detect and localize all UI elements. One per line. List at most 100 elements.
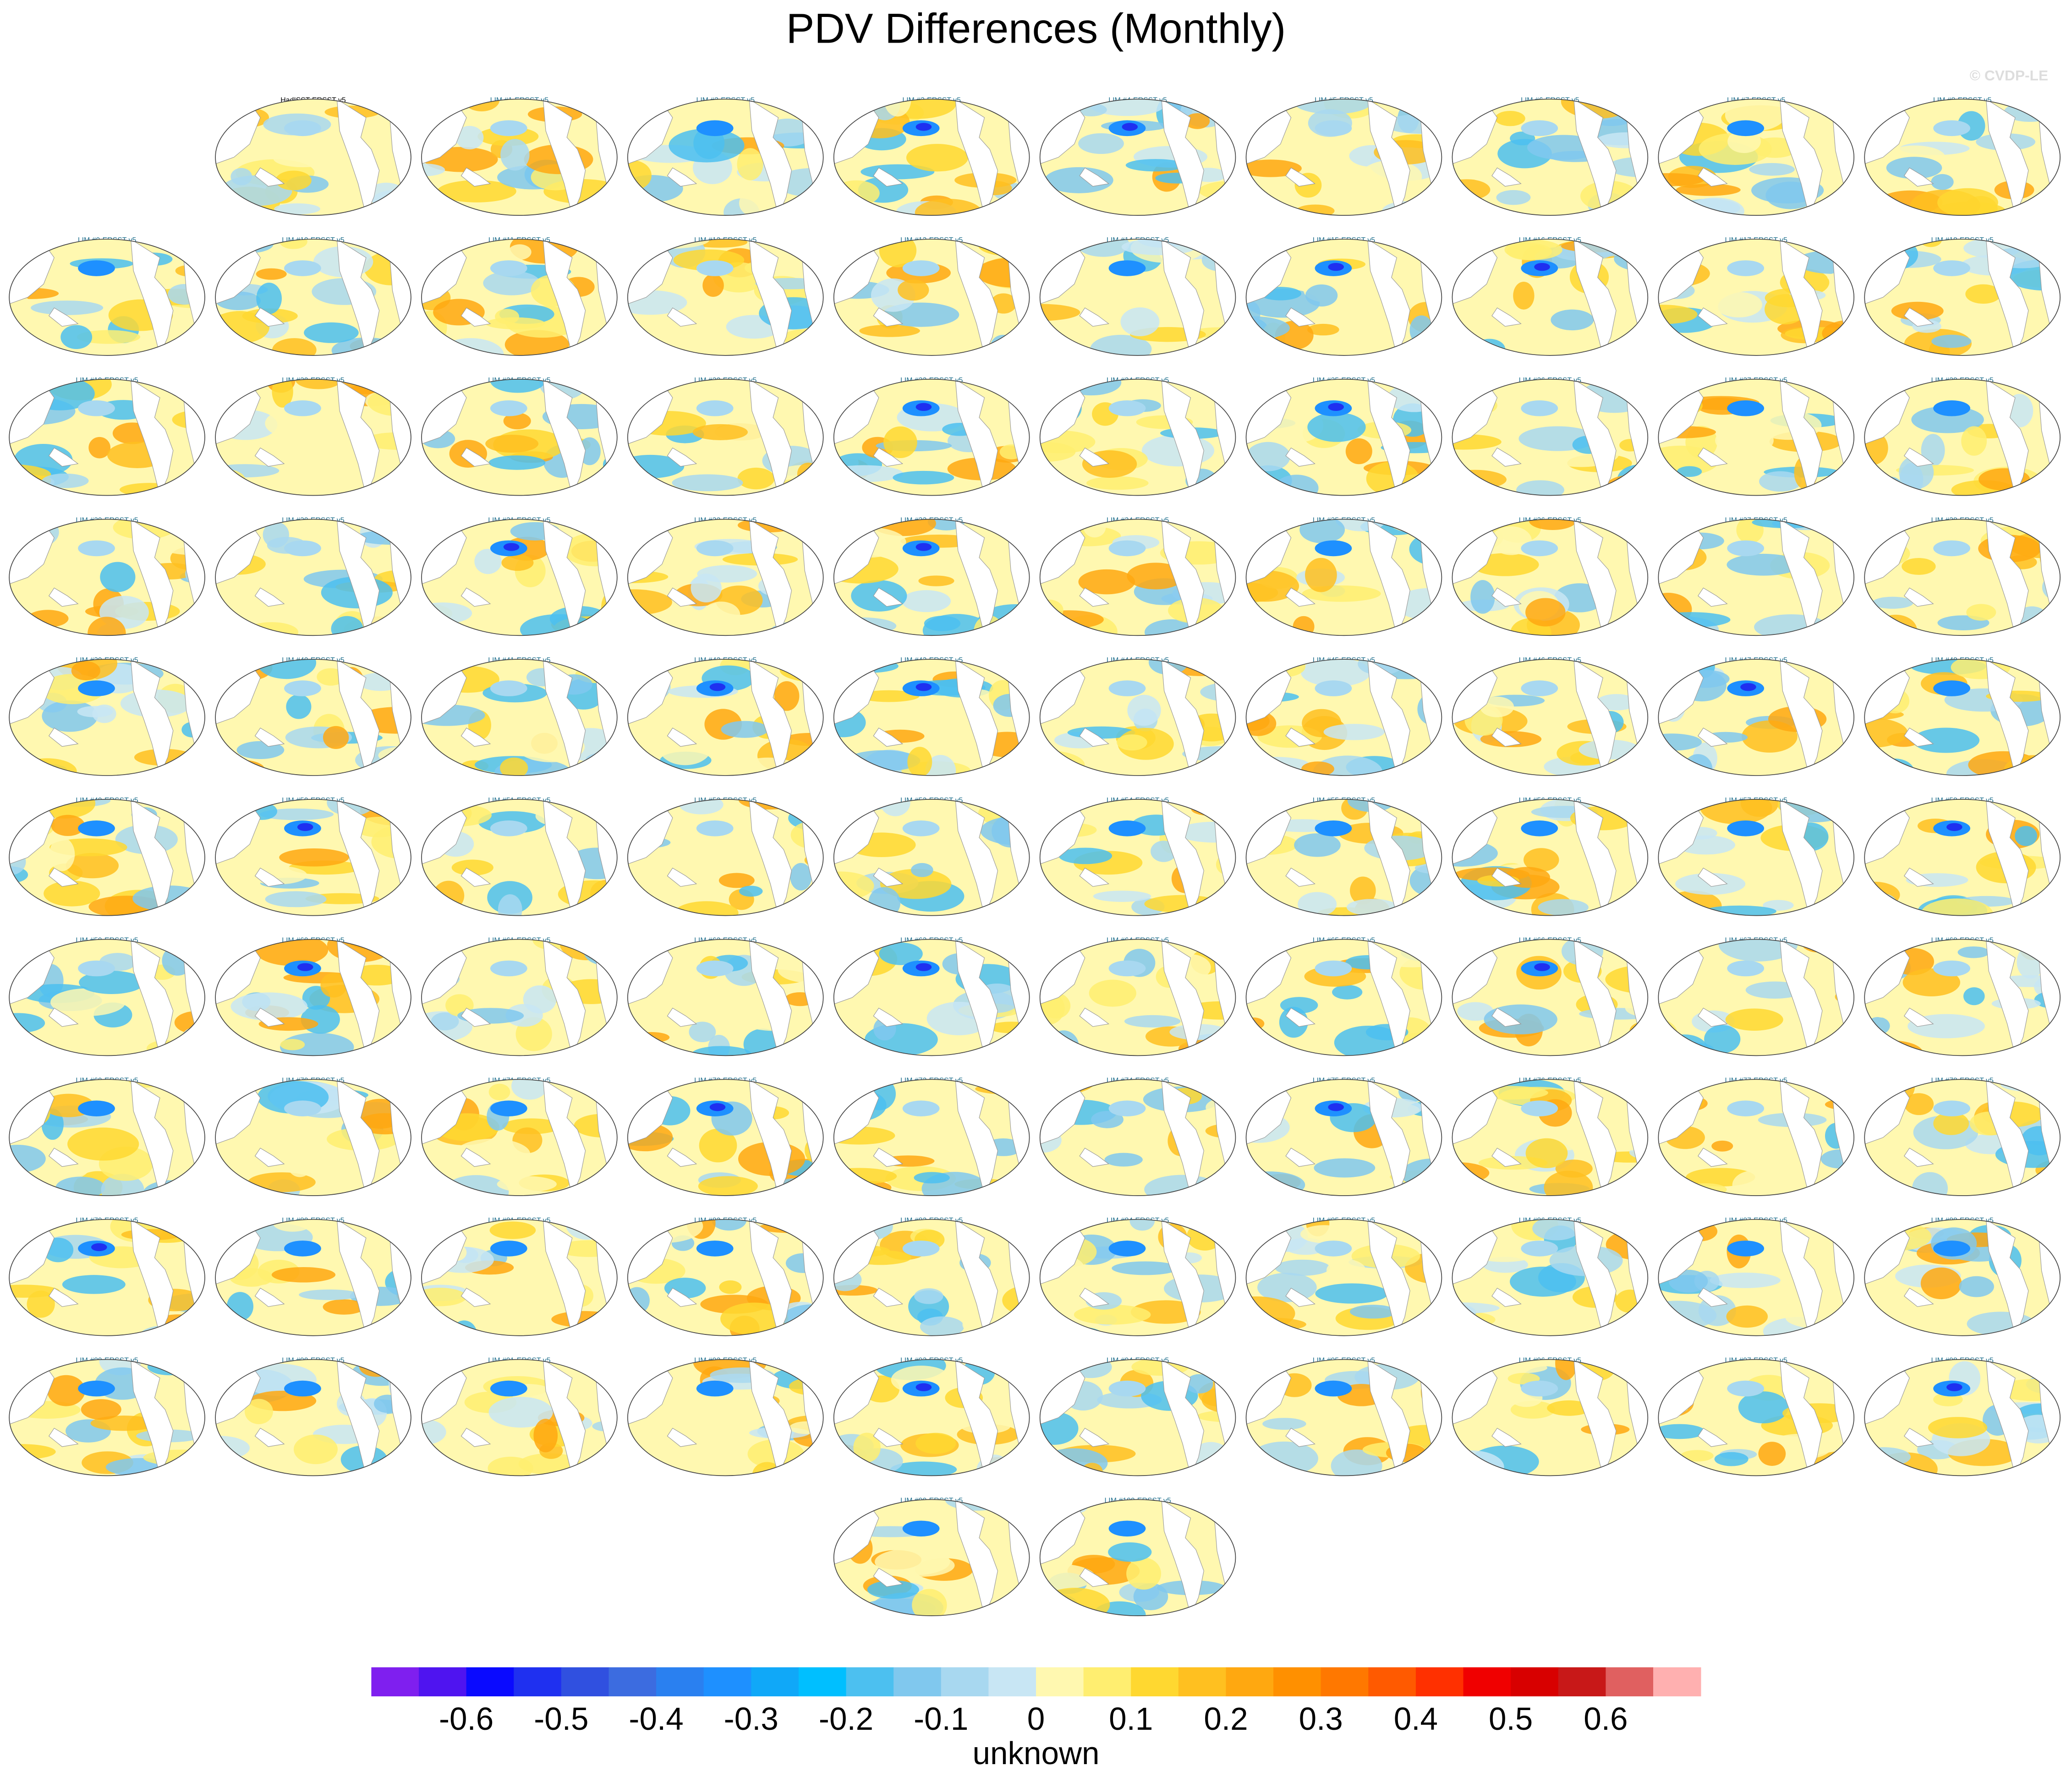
- map-outline: [1452, 1219, 1649, 1336]
- map-outline: [1864, 659, 2061, 776]
- map-outline: [1245, 378, 1442, 496]
- anomaly: [356, 530, 411, 545]
- anomaly: [696, 1380, 734, 1397]
- anomaly: [1718, 939, 1798, 962]
- anomaly: [1664, 891, 1722, 916]
- anomaly: [1108, 1241, 1146, 1257]
- colorbar-box: [988, 1667, 1036, 1697]
- continent: [130, 939, 174, 1056]
- map-outline: [627, 1079, 824, 1196]
- anomaly: [696, 540, 734, 557]
- continent: [460, 1148, 491, 1167]
- anomaly: [1658, 894, 1685, 916]
- map-outline: [215, 1359, 411, 1476]
- anomaly: [627, 1173, 668, 1195]
- anomaly: [833, 799, 865, 810]
- anomaly: [782, 1304, 823, 1332]
- anomaly: [1824, 799, 1854, 820]
- anomaly: [1937, 188, 1998, 216]
- anomaly: [551, 1311, 617, 1328]
- continent: [749, 239, 792, 355]
- anomaly: [1727, 553, 1801, 576]
- map-outline: [627, 98, 824, 216]
- anomaly: [1658, 1424, 1705, 1439]
- map-outline: [215, 1219, 411, 1336]
- continent: [873, 1007, 904, 1027]
- anomaly: [1108, 1520, 1146, 1537]
- continent: [1985, 799, 2029, 916]
- map: [1246, 519, 1442, 636]
- map-outline: [1864, 1359, 2061, 1476]
- anomaly: [1075, 806, 1129, 818]
- anomaly: [9, 337, 29, 355]
- continent: [1079, 1568, 1110, 1587]
- continent: [1698, 167, 1728, 187]
- anomaly: [88, 437, 111, 459]
- anomaly: [783, 379, 809, 393]
- anomaly: [286, 1144, 314, 1177]
- anomaly: [925, 754, 956, 776]
- anomaly: [44, 880, 100, 907]
- continent: [873, 727, 904, 747]
- map-outline: [1452, 378, 1649, 496]
- map: [1040, 1219, 1236, 1336]
- anomaly: [696, 960, 734, 977]
- anomaly: [273, 1219, 312, 1232]
- continent: [1367, 379, 1410, 496]
- colorbar-box: [656, 1667, 704, 1697]
- map: [833, 939, 1030, 1056]
- colorbar-label: unknown: [972, 1735, 1099, 1771]
- anomaly: [1684, 1183, 1727, 1196]
- anomaly: [1122, 123, 1138, 131]
- anomaly: [1074, 1305, 1151, 1325]
- continent: [667, 1288, 697, 1307]
- map-outline: [833, 798, 1030, 916]
- map-outline: [1245, 98, 1442, 216]
- anomaly: [271, 1267, 336, 1283]
- continent: [48, 307, 79, 327]
- continent: [749, 659, 792, 776]
- map: [215, 519, 411, 636]
- continent: [955, 519, 998, 636]
- anomaly: [833, 180, 880, 206]
- continent: [667, 167, 697, 187]
- continent: [543, 1079, 586, 1196]
- map-outline: [1658, 239, 1855, 356]
- continent: [1285, 727, 1316, 747]
- anomaly: [1040, 1588, 1110, 1616]
- map-outline: [1658, 659, 1855, 776]
- map: [627, 379, 823, 496]
- anomaly: [902, 820, 940, 836]
- map: [1452, 519, 1648, 636]
- map-outline: [1039, 98, 1236, 216]
- anomaly: [1328, 403, 1344, 411]
- anomaly: [1658, 593, 1692, 626]
- anomaly: [833, 1317, 855, 1336]
- anomaly: [77, 330, 141, 344]
- anomaly: [847, 1079, 882, 1088]
- continent: [1779, 659, 1823, 776]
- continent: [336, 1219, 380, 1336]
- map: [627, 1359, 823, 1476]
- continent: [873, 1427, 904, 1447]
- continent: [955, 659, 998, 776]
- anomaly: [790, 863, 812, 891]
- continent: [749, 1219, 792, 1336]
- anomaly: [90, 1416, 158, 1431]
- anomaly: [1521, 820, 1558, 836]
- anomaly: [1538, 899, 1589, 916]
- map: [1246, 1219, 1442, 1336]
- continent: [543, 519, 586, 636]
- continent: [1491, 447, 1522, 467]
- anomaly: [1931, 174, 1954, 190]
- colorbar-box: [1226, 1667, 1274, 1697]
- anomaly: [1902, 558, 1936, 575]
- anomaly: [1534, 262, 1550, 271]
- continent: [1573, 1359, 1617, 1476]
- map-outline: [1039, 519, 1236, 636]
- anomaly: [1920, 1267, 1962, 1300]
- anomaly: [1822, 319, 1854, 347]
- anomaly: [1727, 1100, 1765, 1116]
- anomaly: [1875, 476, 1901, 490]
